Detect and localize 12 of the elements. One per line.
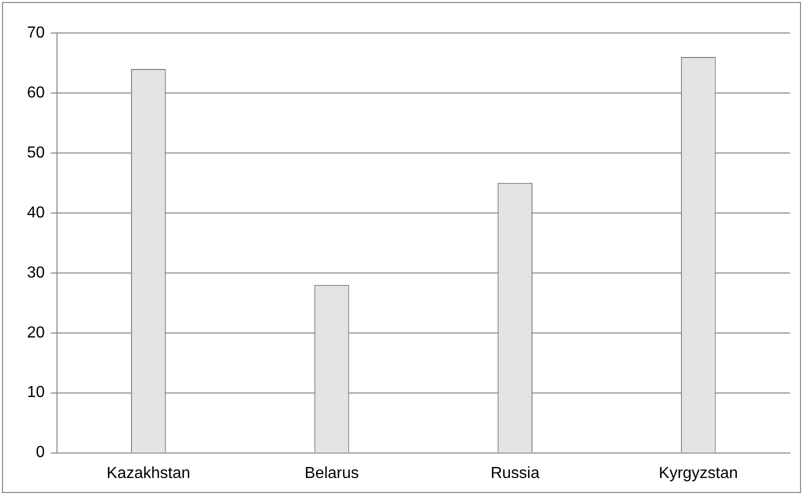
y-tick-label: 60: [27, 84, 45, 102]
y-tick-label: 50: [27, 144, 45, 162]
y-tick-label: 40: [27, 204, 45, 222]
x-tick-label: Russia: [490, 464, 540, 482]
y-tick-label: 20: [27, 324, 45, 342]
x-tick-label: Kyrgyzstan: [658, 464, 738, 482]
x-tick-label: Kazakhstan: [106, 464, 190, 482]
y-tick-label: 70: [27, 24, 45, 42]
y-tick-label: 30: [27, 264, 45, 282]
x-tick-label: Belarus: [304, 464, 359, 482]
y-tick-label: 0: [36, 444, 45, 462]
y-tick-label: 10: [27, 384, 45, 402]
